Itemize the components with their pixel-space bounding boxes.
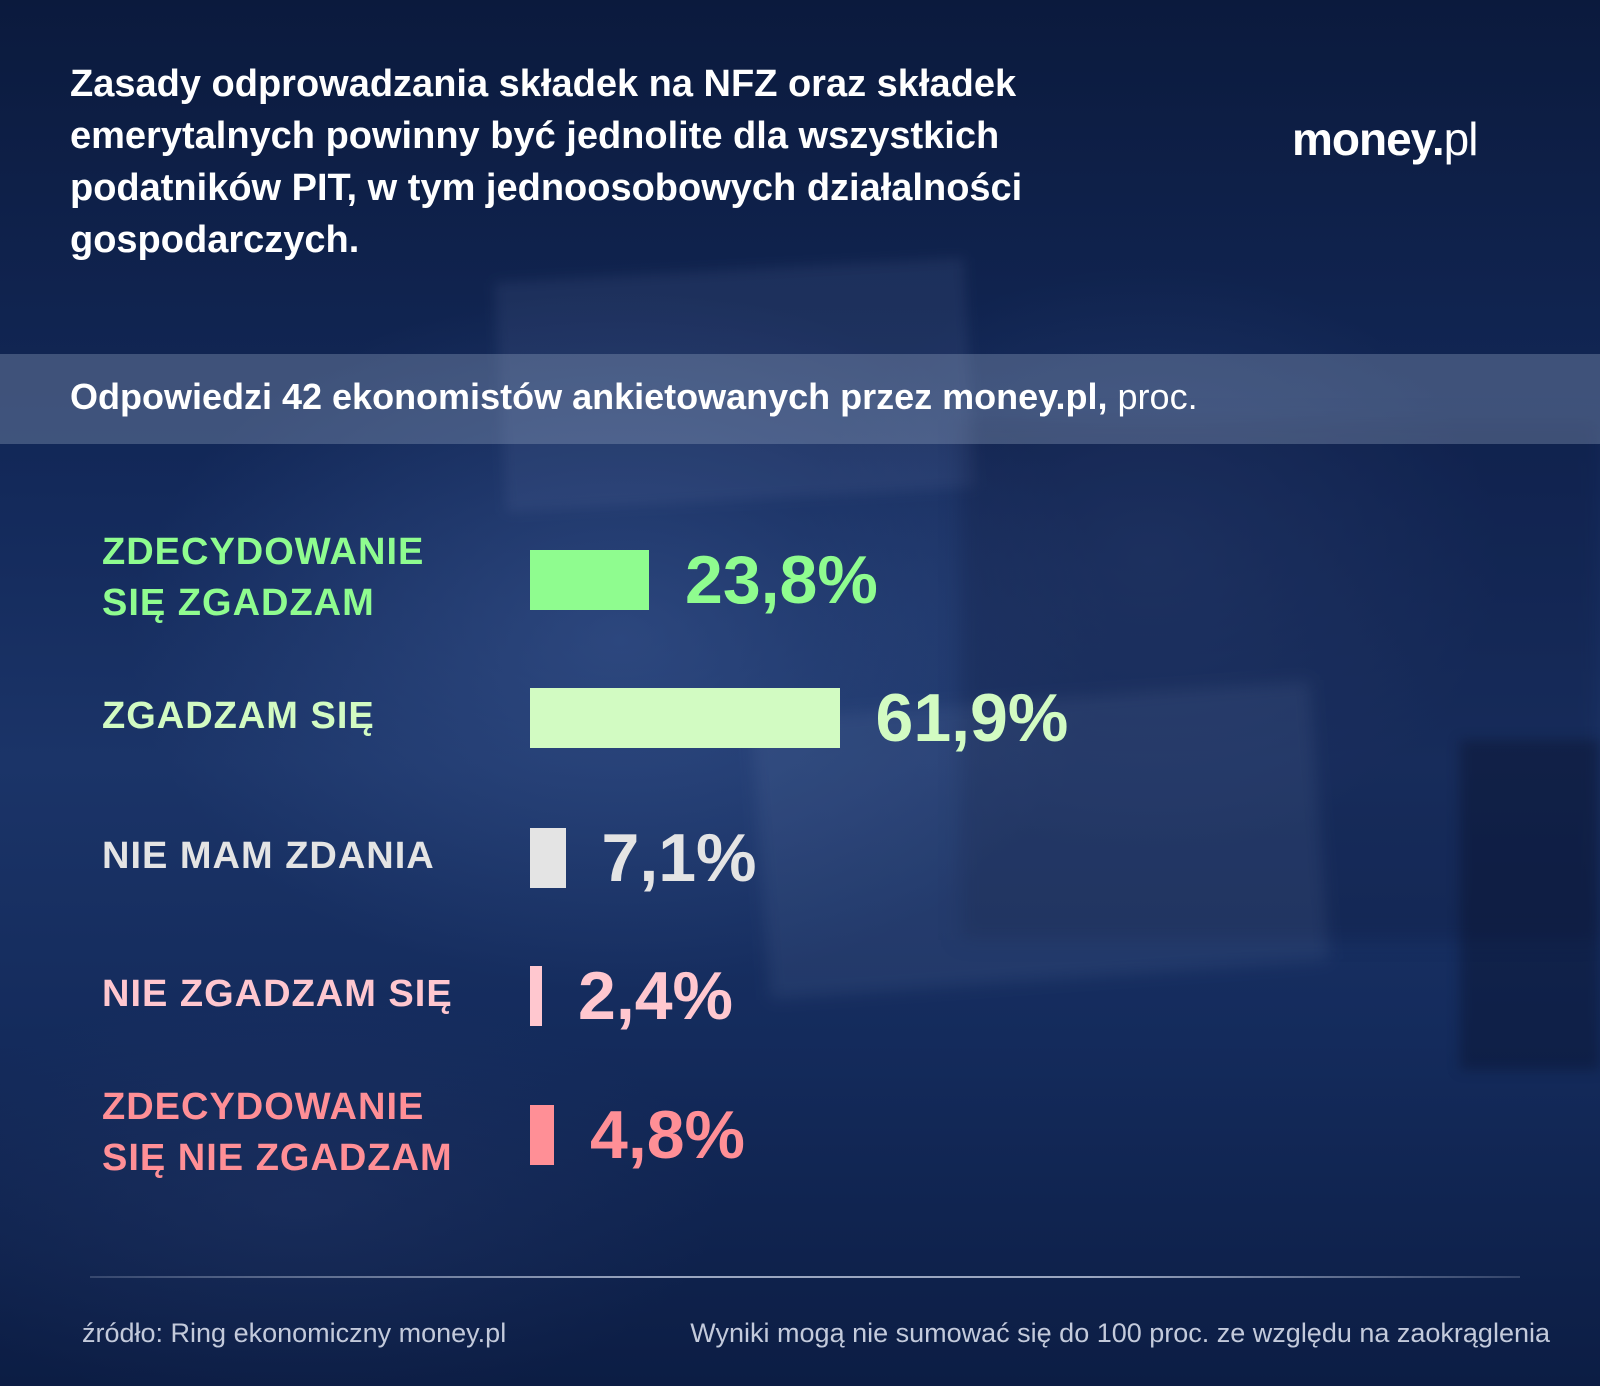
category-label: ZDECYDOWANIE SIĘ NIE ZGADZAM: [102, 1086, 453, 1179]
rounding-note: Wyniki mogą nie sumować się do 100 proc.…: [690, 1318, 1550, 1348]
bar: [530, 828, 566, 888]
category-label: ZDECYDOWANIE SIĘ ZGADZAM: [102, 531, 425, 624]
bar: [530, 966, 542, 1026]
chart-subtitle: Odpowiedzi 42 ekonomistów ankietowanych …: [70, 376, 1198, 418]
value-label: 61,9%: [875, 680, 1069, 756]
subtitle-band: [0, 354, 1600, 444]
category-label: NIE MAM ZDANIA: [102, 834, 435, 877]
background-shape: [960, 420, 1600, 940]
chart-title: Zasady odprowadzania składek na NFZ oraz…: [70, 63, 1023, 261]
logo-main: money.: [1292, 113, 1445, 165]
logo-suffix: pl: [1443, 113, 1479, 165]
value-label: 2,4%: [578, 958, 733, 1034]
category-label: NIE ZGADZAM SIĘ: [102, 972, 453, 1015]
subtitle-unit: proc.: [1107, 376, 1198, 417]
subtitle-strong: Odpowiedzi 42 ekonomistów ankietowanych …: [70, 376, 1108, 417]
money-pl-logo: money.pl: [1292, 112, 1479, 166]
bar: [530, 1105, 554, 1165]
source-text: źródło: Ring ekonomiczny money.pl: [82, 1318, 507, 1348]
value-label: 23,8%: [685, 542, 878, 618]
background-shape: [1460, 740, 1600, 1070]
bar: [530, 688, 840, 748]
category-label: ZGADZAM SIĘ: [102, 694, 375, 737]
bar: [530, 550, 649, 610]
value-label: 4,8%: [590, 1097, 745, 1173]
footer-divider: [90, 1276, 1520, 1278]
value-label: 7,1%: [601, 820, 757, 896]
